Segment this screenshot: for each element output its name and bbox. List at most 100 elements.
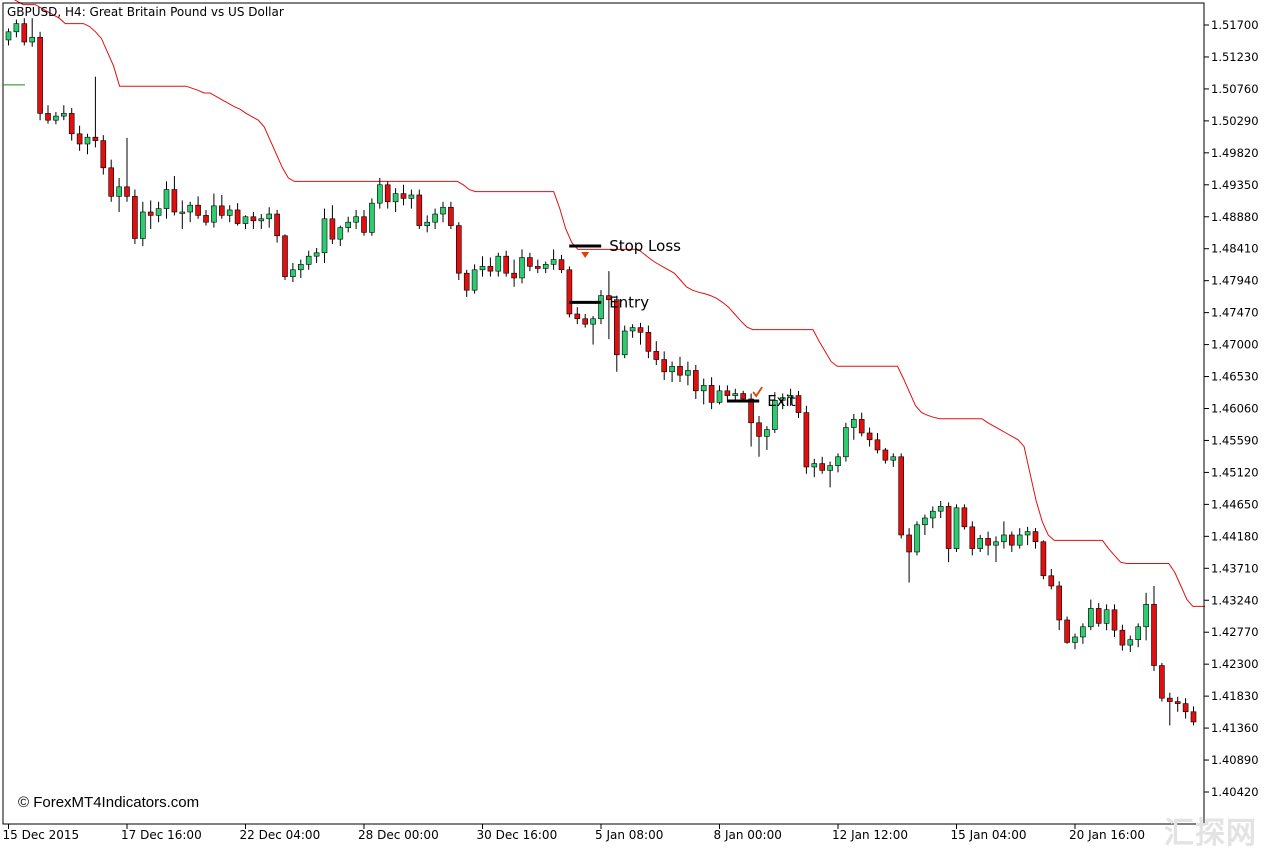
candle: [463, 269, 470, 297]
bull-candle-body: [424, 221, 431, 226]
candle: [5, 28, 12, 46]
bear-candle-body: [92, 136, 99, 141]
candle: [1040, 540, 1047, 580]
bear-candle-body: [558, 259, 565, 271]
bear-candle-body: [677, 366, 683, 376]
annotation-stop-loss: Stop Loss: [569, 237, 681, 258]
bull-candle-body: [13, 23, 20, 33]
y-tick-label: 1.44180: [1211, 529, 1259, 543]
bear-candle-body: [898, 456, 905, 536]
candle: [716, 385, 723, 405]
x-tick-label: 30 Dec 16:00: [477, 828, 558, 842]
candle: [416, 189, 423, 229]
bear-candle-body: [511, 272, 517, 279]
bear-candle-body: [384, 184, 391, 203]
bull-candle-body: [313, 252, 320, 257]
bear-candle-body: [282, 235, 288, 277]
candle: [874, 432, 881, 454]
candle: [890, 453, 897, 467]
bull-candle-body: [835, 456, 841, 466]
bull-candle-body: [771, 400, 778, 430]
x-tick-label: 28 Dec 00:00: [358, 828, 439, 842]
bear-candle-body: [100, 140, 107, 169]
bull-candle-body: [700, 385, 707, 392]
candle: [37, 31, 43, 121]
bear-candle-body: [645, 332, 652, 352]
candle: [361, 209, 367, 236]
candle: [653, 341, 660, 365]
y-tick-label: 1.47940: [1211, 274, 1259, 288]
bear-candle-body: [1064, 619, 1070, 643]
y-tick-label: 1.49350: [1211, 178, 1259, 192]
candle-layer: [5, 18, 1197, 726]
bear-candle-body: [234, 209, 241, 224]
y-tick-label: 1.42770: [1211, 625, 1259, 639]
bull-candle-body: [29, 36, 36, 43]
candle: [392, 188, 399, 212]
bull-candle-body: [850, 419, 857, 428]
candle: [432, 208, 438, 229]
candle: [621, 325, 628, 359]
candle: [155, 201, 162, 223]
bear-candle-body: [613, 299, 620, 356]
bear-candle-body: [68, 113, 75, 135]
bear-candle-body: [1151, 604, 1157, 666]
y-tick-label: 1.40420: [1211, 785, 1259, 799]
candle: [211, 193, 217, 228]
bear-candle-body: [534, 266, 541, 269]
bull-candle-body: [408, 194, 415, 199]
bull-candle-body: [5, 31, 12, 41]
candle: [266, 207, 273, 228]
candle: [408, 189, 415, 209]
candle: [345, 216, 352, 233]
corner-logo: 汇探网: [1164, 816, 1257, 851]
bear-candle-body: [1119, 629, 1126, 646]
candle: [1001, 521, 1007, 549]
candle: [242, 215, 249, 229]
candle: [171, 175, 178, 216]
candle: [1088, 599, 1094, 631]
candle: [511, 259, 517, 287]
bear-candle-body: [132, 196, 138, 239]
annotation-label: Stop Loss: [609, 237, 681, 255]
y-tick-label: 1.41830: [1211, 689, 1259, 703]
candle: [163, 181, 170, 219]
candle: [203, 209, 209, 226]
bull-candle-body: [716, 390, 723, 403]
bear-candle-body: [858, 419, 865, 434]
bear-candle-body: [250, 216, 257, 222]
candle: [195, 196, 201, 219]
candle: [313, 248, 320, 263]
bull-candle-body: [337, 227, 344, 240]
bull-candle-body: [929, 510, 936, 519]
y-tick-label: 1.46060: [1211, 402, 1259, 416]
annotation-label: Exit: [767, 392, 796, 410]
candle: [692, 364, 699, 399]
x-tick-label: 15 Jan 04:00: [951, 828, 1027, 842]
bull-candle-body: [155, 208, 162, 216]
bear-candle-body: [21, 23, 28, 43]
candle: [993, 536, 999, 563]
candle: [1174, 696, 1181, 712]
candle: [297, 259, 304, 278]
candle: [1016, 528, 1023, 549]
bear-candle-body: [108, 167, 114, 197]
checkmark-icon: [752, 386, 763, 398]
bull-candle-body: [1143, 604, 1149, 628]
candle: [1064, 616, 1070, 644]
bull-candle-body: [598, 295, 604, 320]
bull-candle-body: [787, 395, 794, 398]
bear-candle-body: [527, 257, 533, 267]
candle: [795, 390, 802, 419]
bull-candle-body: [937, 506, 944, 512]
candle: [234, 203, 241, 226]
candle: [519, 249, 525, 284]
bull-candle-body: [353, 216, 359, 223]
bear-candle-body: [866, 432, 873, 441]
candle: [1056, 581, 1062, 631]
candle: [787, 388, 794, 406]
candle: [835, 453, 841, 473]
bull-candle-body: [258, 218, 265, 222]
candle: [866, 427, 873, 447]
candle: [803, 405, 810, 474]
